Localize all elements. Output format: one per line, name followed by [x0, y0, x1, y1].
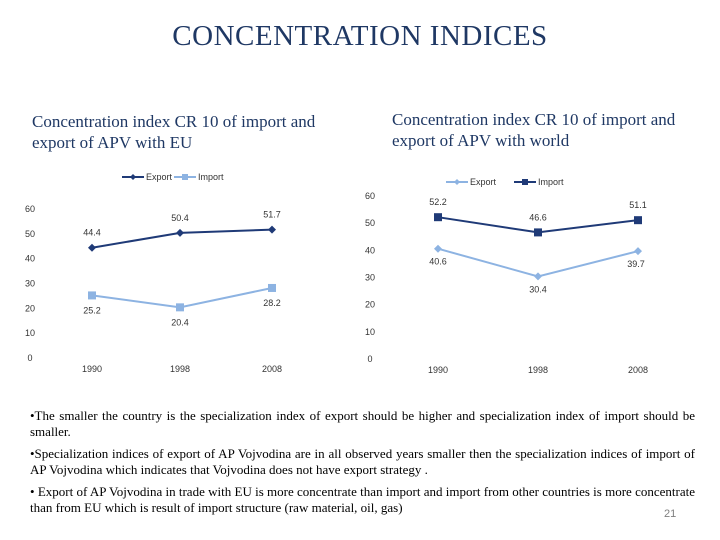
bullet-item-3: • Export of AP Vojvodina in trade with E… — [30, 484, 695, 515]
eu-y-tick-label: 0 — [27, 353, 32, 363]
eu-legend-marker-export — [130, 174, 136, 180]
eu-data-label: 44.4 — [83, 228, 101, 238]
bullet-list: •The smaller the country is the speciali… — [30, 408, 695, 522]
world-point-export — [534, 272, 542, 281]
world-point-export — [434, 244, 442, 253]
world-y-tick-label: 0 — [367, 354, 372, 364]
eu-data-label: 51.7 — [263, 210, 281, 220]
eu-y-tick-label: 20 — [25, 303, 35, 313]
eu-y-tick-label: 10 — [25, 328, 35, 338]
world-series-line-export — [437, 247, 639, 278]
bullet-item-2: •Specialization indices of export of AP … — [30, 446, 695, 477]
eu-point-import — [176, 303, 184, 312]
world-legend-label-import: Import — [538, 177, 564, 187]
eu-x-tick-label: 1998 — [170, 364, 190, 374]
eu-point-import — [268, 283, 276, 292]
chart-world-title: Concentration index CR 10 of import and … — [392, 110, 676, 150]
world-legend-label-export: Export — [470, 177, 497, 187]
world-data-label: 52.2 — [429, 197, 447, 207]
eu-y-tick-label: 60 — [25, 204, 35, 214]
world-data-label: 40.6 — [429, 257, 447, 267]
world-data-label: 51.1 — [629, 200, 647, 210]
eu-legend-label-export: Export — [146, 172, 173, 182]
eu-x-tick-label: 1990 — [82, 364, 102, 374]
world-y-tick-label: 40 — [365, 245, 375, 255]
eu-data-label: 20.4 — [171, 317, 189, 327]
world-data-label: 46.6 — [529, 212, 547, 222]
eu-y-tick-label: 40 — [25, 254, 35, 264]
eu-legend-label-import: Import — [198, 172, 224, 182]
eu-data-label: 28.2 — [263, 298, 281, 308]
world-x-tick-label: 1998 — [528, 365, 548, 375]
eu-y-tick-label: 50 — [25, 229, 35, 239]
chart-eu-title: Concentration index CR 10 of import and … — [32, 112, 316, 152]
world-data-label: 30.4 — [529, 284, 547, 294]
world-point-export — [634, 247, 642, 256]
world-x-tick-label: 2008 — [628, 365, 648, 375]
eu-data-label: 25.2 — [83, 305, 101, 315]
eu-data-label: 50.4 — [171, 213, 189, 223]
world-point-import — [634, 216, 642, 225]
world-y-tick-label: 50 — [365, 218, 375, 228]
world-y-tick-label: 30 — [365, 273, 375, 283]
world-point-import — [534, 228, 542, 237]
eu-point-export — [176, 228, 184, 237]
eu-point-import — [88, 291, 96, 300]
world-legend-marker-import — [522, 179, 528, 185]
world-legend-marker-export — [454, 179, 460, 185]
bullet-item-1: •The smaller the country is the speciali… — [30, 408, 695, 439]
world-point-import — [434, 213, 442, 222]
eu-point-export — [88, 243, 96, 252]
eu-y-tick-label: 30 — [25, 279, 35, 289]
page-number: 21 — [664, 508, 677, 520]
eu-legend-marker-import — [182, 174, 188, 180]
world-y-tick-label: 10 — [365, 327, 375, 337]
world-y-tick-label: 60 — [365, 191, 375, 201]
eu-point-export — [268, 225, 276, 234]
eu-x-tick-label: 2008 — [262, 364, 282, 374]
world-y-tick-label: 20 — [365, 300, 375, 310]
slide-title: CONCENTRATION INDICES — [172, 20, 548, 52]
world-x-tick-label: 1990 — [428, 365, 448, 375]
world-data-label: 39.7 — [627, 259, 645, 269]
